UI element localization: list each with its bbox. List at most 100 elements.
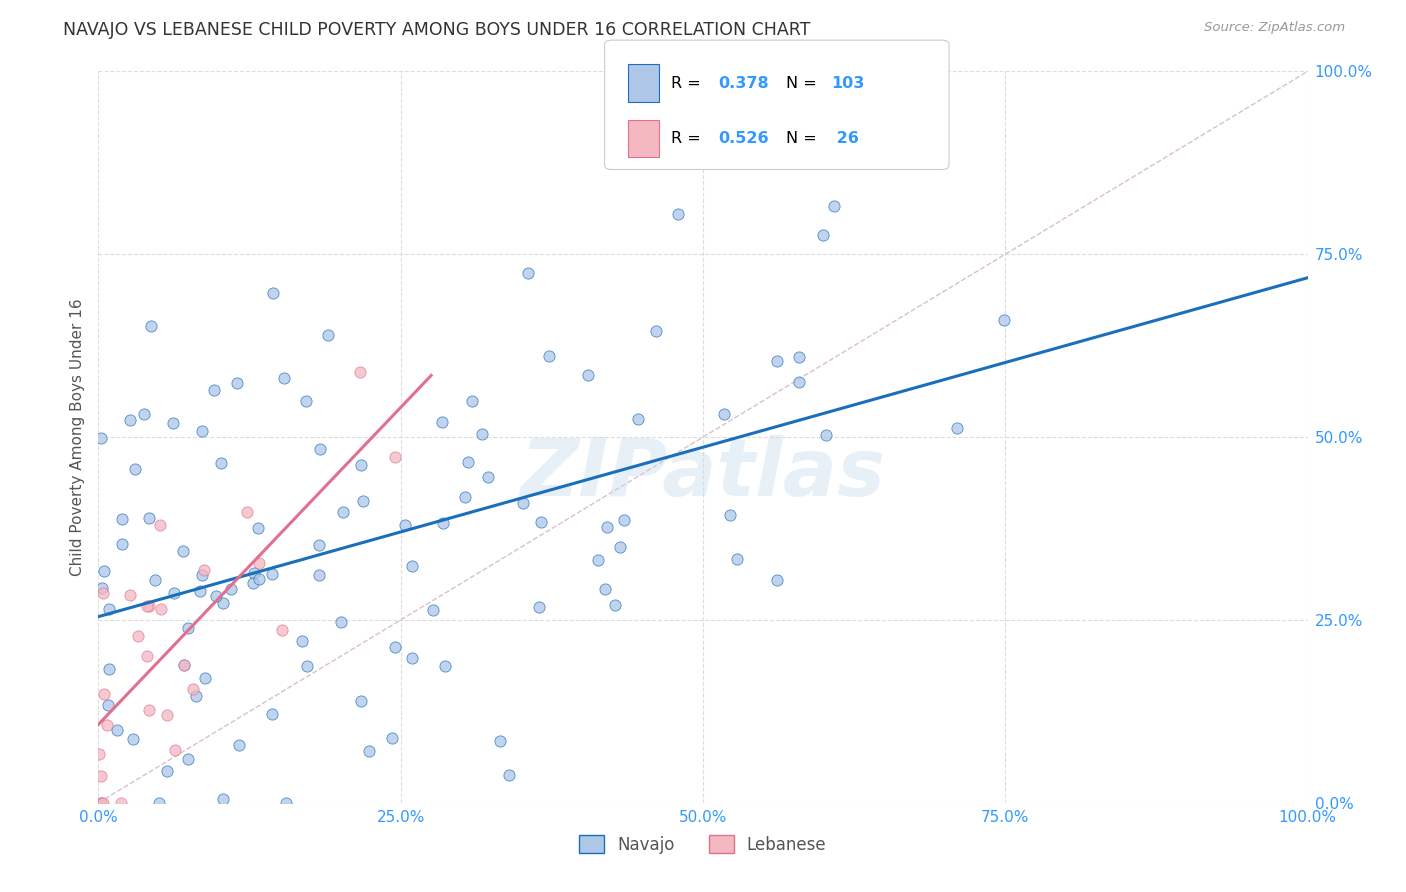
Text: N =: N = xyxy=(786,76,823,91)
Text: N =: N = xyxy=(786,131,823,146)
Point xyxy=(124,462,146,476)
Point xyxy=(89,431,111,445)
Point xyxy=(530,515,553,529)
Text: 103: 103 xyxy=(831,76,865,91)
Point xyxy=(247,557,270,571)
Point xyxy=(394,518,416,533)
Point xyxy=(191,424,214,438)
Point xyxy=(118,587,141,601)
Point xyxy=(593,582,616,597)
Point xyxy=(188,583,211,598)
Point xyxy=(613,513,636,527)
Point xyxy=(121,731,143,746)
Point xyxy=(603,598,626,612)
Point xyxy=(270,623,292,637)
Text: ZIPatlas: ZIPatlas xyxy=(520,434,886,513)
Point xyxy=(163,743,186,757)
Text: R =: R = xyxy=(671,131,706,146)
Point xyxy=(143,573,166,587)
Point xyxy=(349,365,371,379)
Point xyxy=(454,491,477,505)
Point xyxy=(262,286,284,301)
Point xyxy=(666,207,689,221)
Point xyxy=(766,354,789,368)
Point xyxy=(149,602,172,616)
Point xyxy=(90,796,112,810)
Point xyxy=(627,412,650,426)
Point xyxy=(527,599,550,614)
Point xyxy=(274,796,297,810)
Point xyxy=(211,792,233,806)
Point xyxy=(163,586,186,600)
Point xyxy=(242,575,264,590)
Point xyxy=(219,582,242,596)
Point xyxy=(127,629,149,643)
Point xyxy=(228,738,250,752)
Point xyxy=(177,752,200,766)
Point xyxy=(120,413,142,427)
Point xyxy=(291,633,314,648)
Point xyxy=(247,521,270,535)
Point xyxy=(357,744,380,758)
Point xyxy=(596,519,619,533)
Point xyxy=(477,470,499,484)
Point xyxy=(718,508,741,522)
Point xyxy=(517,266,540,280)
Point xyxy=(489,734,512,748)
Point xyxy=(432,516,454,530)
Point xyxy=(91,796,114,810)
Point xyxy=(236,505,259,519)
Point xyxy=(162,416,184,430)
Point xyxy=(156,764,179,779)
Point xyxy=(316,328,339,343)
Point xyxy=(96,717,118,731)
Legend: Navajo, Lebanese: Navajo, Lebanese xyxy=(572,829,834,860)
Point xyxy=(111,512,134,526)
Y-axis label: Child Poverty Among Boys Under 16: Child Poverty Among Boys Under 16 xyxy=(69,298,84,576)
Point xyxy=(156,707,179,722)
Point xyxy=(766,573,789,587)
Point xyxy=(172,544,194,558)
Point xyxy=(609,540,631,554)
Point xyxy=(87,747,110,761)
Point xyxy=(713,407,735,421)
Point xyxy=(205,589,228,603)
Point xyxy=(537,350,560,364)
Text: 0.378: 0.378 xyxy=(718,76,769,91)
Text: NAVAJO VS LEBANESE CHILD POVERTY AMONG BOYS UNDER 16 CORRELATION CHART: NAVAJO VS LEBANESE CHILD POVERTY AMONG B… xyxy=(63,21,811,38)
Point xyxy=(93,564,115,578)
Point xyxy=(295,394,318,409)
Point xyxy=(787,350,810,364)
Point xyxy=(176,621,198,635)
Point xyxy=(136,599,159,614)
Point xyxy=(97,602,120,616)
Point xyxy=(457,455,479,469)
Point xyxy=(111,537,134,551)
Text: R =: R = xyxy=(671,76,706,91)
Point xyxy=(260,707,283,722)
Point xyxy=(202,384,225,398)
Point xyxy=(401,558,423,573)
Text: 26: 26 xyxy=(831,131,859,146)
Point xyxy=(814,428,837,442)
Point xyxy=(401,651,423,665)
Point xyxy=(308,567,330,582)
Point xyxy=(138,599,160,614)
Point xyxy=(173,658,195,673)
Point xyxy=(576,368,599,382)
Point xyxy=(586,553,609,567)
Point xyxy=(811,227,834,242)
Point xyxy=(384,640,406,655)
Point xyxy=(132,407,155,421)
Point xyxy=(350,458,373,473)
Point xyxy=(138,703,160,717)
Point xyxy=(194,672,217,686)
Point xyxy=(90,769,112,783)
Point xyxy=(148,796,170,810)
Point xyxy=(330,615,353,629)
Point xyxy=(191,568,214,582)
Point xyxy=(135,649,157,664)
Point xyxy=(993,313,1015,327)
Point xyxy=(309,442,332,457)
Point xyxy=(181,681,204,696)
